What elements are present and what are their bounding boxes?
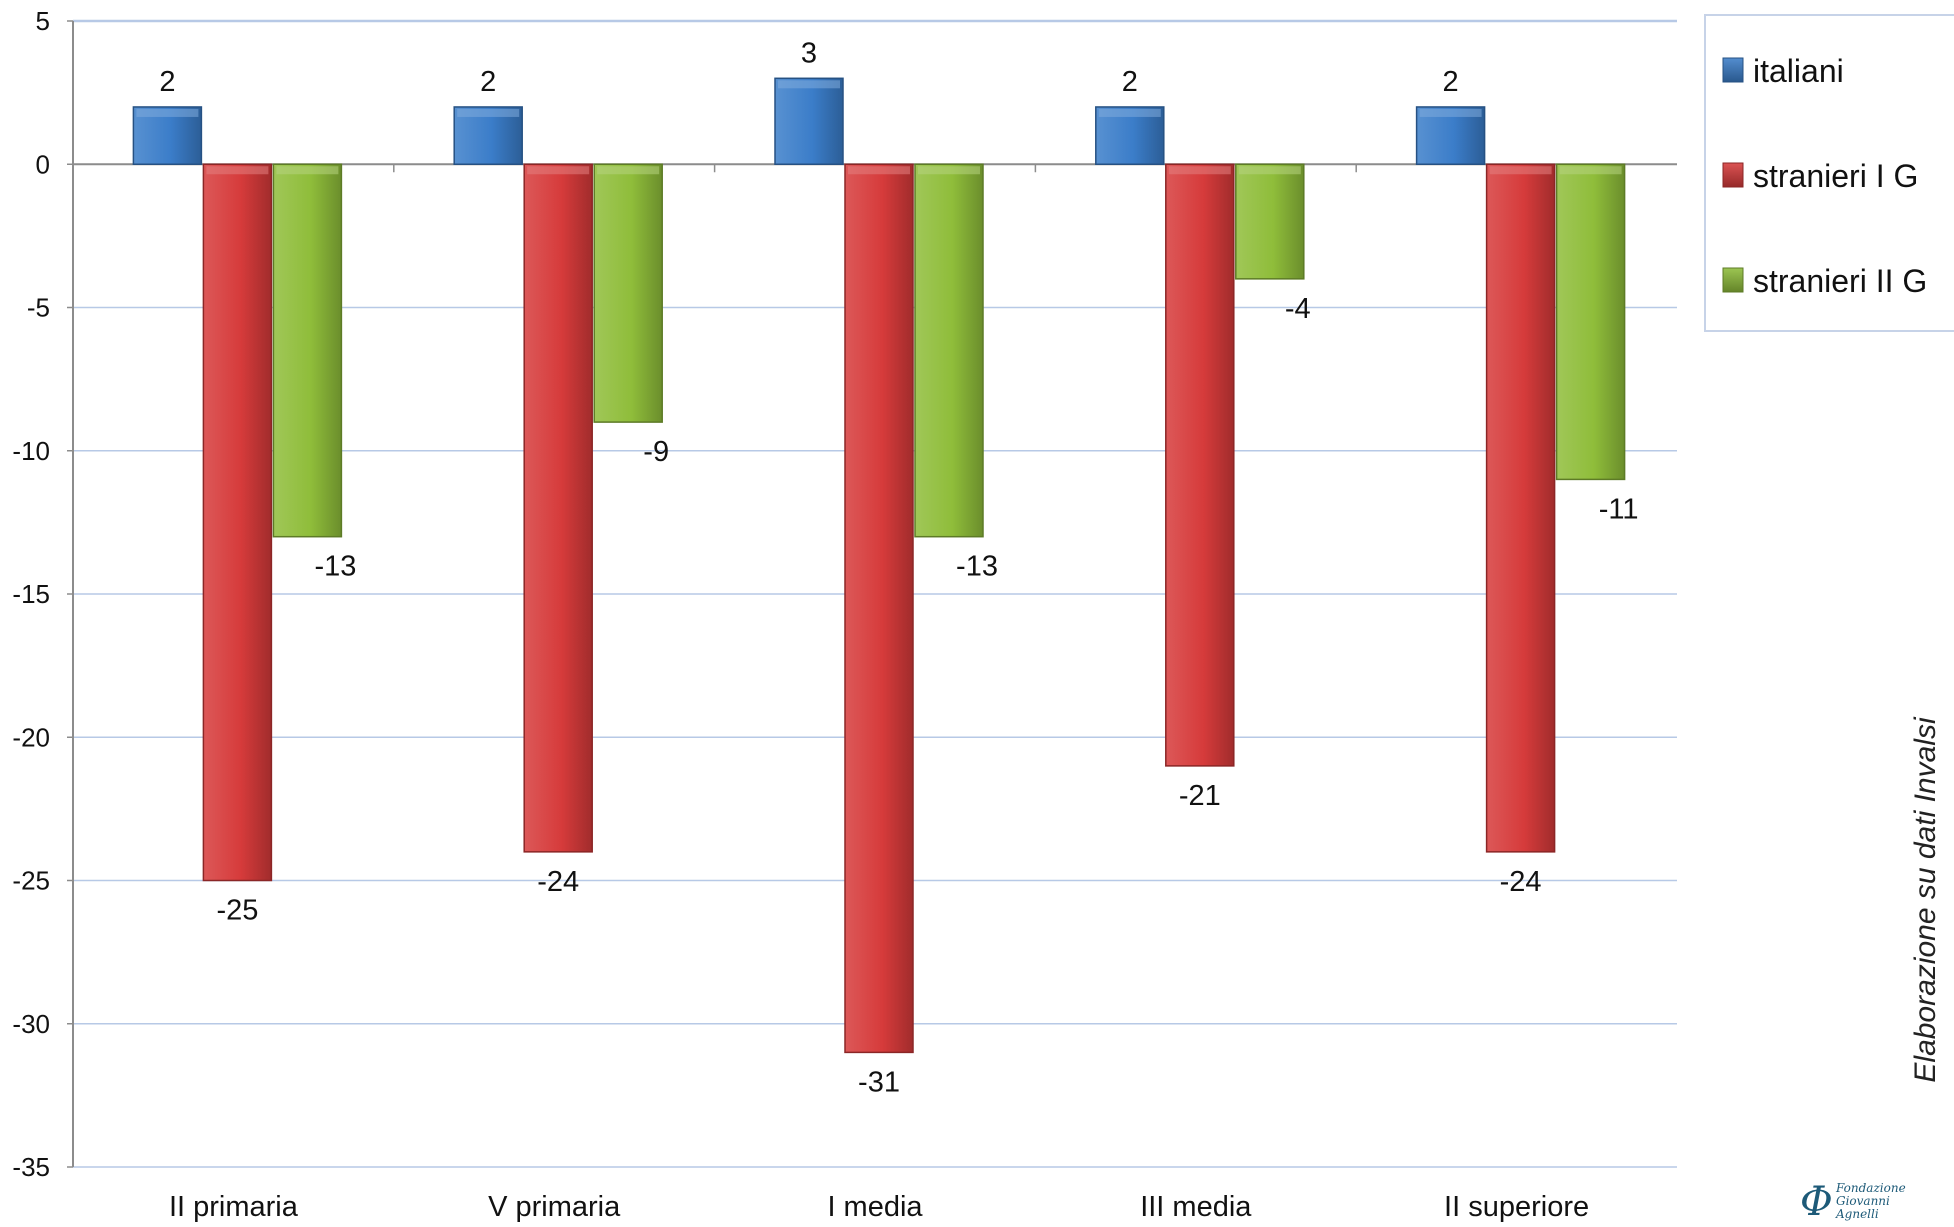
bar-highlight <box>527 166 590 175</box>
logo-text: Fondazione Giovanni Agnelli <box>1836 1181 1906 1221</box>
data-label: 3 <box>801 37 817 69</box>
legend-swatch <box>1722 57 1744 83</box>
bar-highlight <box>276 166 339 175</box>
bar <box>593 163 663 423</box>
bar-highlight <box>136 108 199 117</box>
data-label: 2 <box>1122 66 1138 98</box>
data-label: 2 <box>159 66 175 98</box>
y-tick-label: -30 <box>12 1009 50 1039</box>
bar <box>774 77 844 165</box>
y-tick-label: -25 <box>12 866 50 896</box>
legend: italiani stranieri I G stranieri II G <box>1704 14 1954 332</box>
data-label: -24 <box>1500 866 1542 898</box>
bar-highlight <box>1489 166 1552 175</box>
x-tick-label: I media <box>827 1191 923 1222</box>
legend-label: stranieri I G <box>1753 158 1918 194</box>
bar-highlight <box>597 166 660 175</box>
phi-icon: Φ <box>1800 1179 1833 1225</box>
y-tick-label: -10 <box>12 436 50 466</box>
legend-label: stranieri II G <box>1753 263 1927 299</box>
axes: 5 0 -5 -10 -15 -20 -25 -30 -35 II primaria V prima… <box>12 6 1677 1223</box>
data-label: -24 <box>537 866 579 898</box>
y-tick-label: 0 <box>36 149 50 179</box>
legend-label: italiani <box>1753 53 1844 89</box>
data-label: 2 <box>480 66 496 98</box>
legend-swatch <box>1722 162 1744 188</box>
bar-highlight <box>1238 166 1301 175</box>
foundation-logo: Φ Fondazione Giovanni Agnelli <box>1800 1182 1940 1226</box>
data-label: -4 <box>1285 293 1311 325</box>
bar <box>1235 163 1305 280</box>
y-tick-label: 5 <box>36 6 50 36</box>
bar-highlight <box>1419 108 1482 117</box>
bar <box>1165 163 1235 767</box>
data-labels: 2 -25 -13 2 -24 -9 3 -31 -13 2 -21 -4 2 -24 -11 <box>159 37 1638 1098</box>
bar-highlight <box>206 166 269 175</box>
bar-highlight <box>457 108 520 117</box>
bar <box>523 163 593 853</box>
bar-highlight <box>848 166 910 175</box>
bar <box>914 163 984 538</box>
y-tick-label: -20 <box>12 722 50 752</box>
source-note: Elaborazione su dati Invalsi <box>1909 717 1942 1083</box>
bars <box>132 77 1626 1054</box>
data-label: 2 <box>1443 66 1459 98</box>
data-label: -13 <box>314 551 356 583</box>
y-tick-label: -35 <box>12 1152 50 1182</box>
data-label: -25 <box>216 895 258 927</box>
bar <box>1485 163 1556 853</box>
bar-highlight <box>778 80 840 89</box>
bar <box>272 163 343 538</box>
x-tick-label: V primaria <box>488 1191 621 1222</box>
data-label: -21 <box>1179 780 1221 812</box>
x-tick-label: II primaria <box>169 1191 299 1222</box>
x-tick-label: III media <box>1140 1191 1252 1222</box>
bar <box>202 163 273 882</box>
x-tick-label: II superiore <box>1444 1191 1589 1222</box>
legend-box <box>1704 14 1954 332</box>
data-label: -13 <box>956 551 998 583</box>
bar-highlight <box>1559 166 1622 175</box>
bar <box>844 163 914 1054</box>
y-tick-label: -15 <box>12 579 50 609</box>
bar <box>1555 163 1626 481</box>
data-label: -9 <box>643 436 669 468</box>
data-label: -11 <box>1599 493 1639 525</box>
bar-highlight <box>1098 108 1161 117</box>
y-tick-label: -5 <box>27 293 50 323</box>
bar-highlight <box>918 166 980 175</box>
legend-swatch <box>1722 267 1744 293</box>
bar-highlight <box>1168 166 1231 175</box>
data-label: -31 <box>858 1066 900 1098</box>
